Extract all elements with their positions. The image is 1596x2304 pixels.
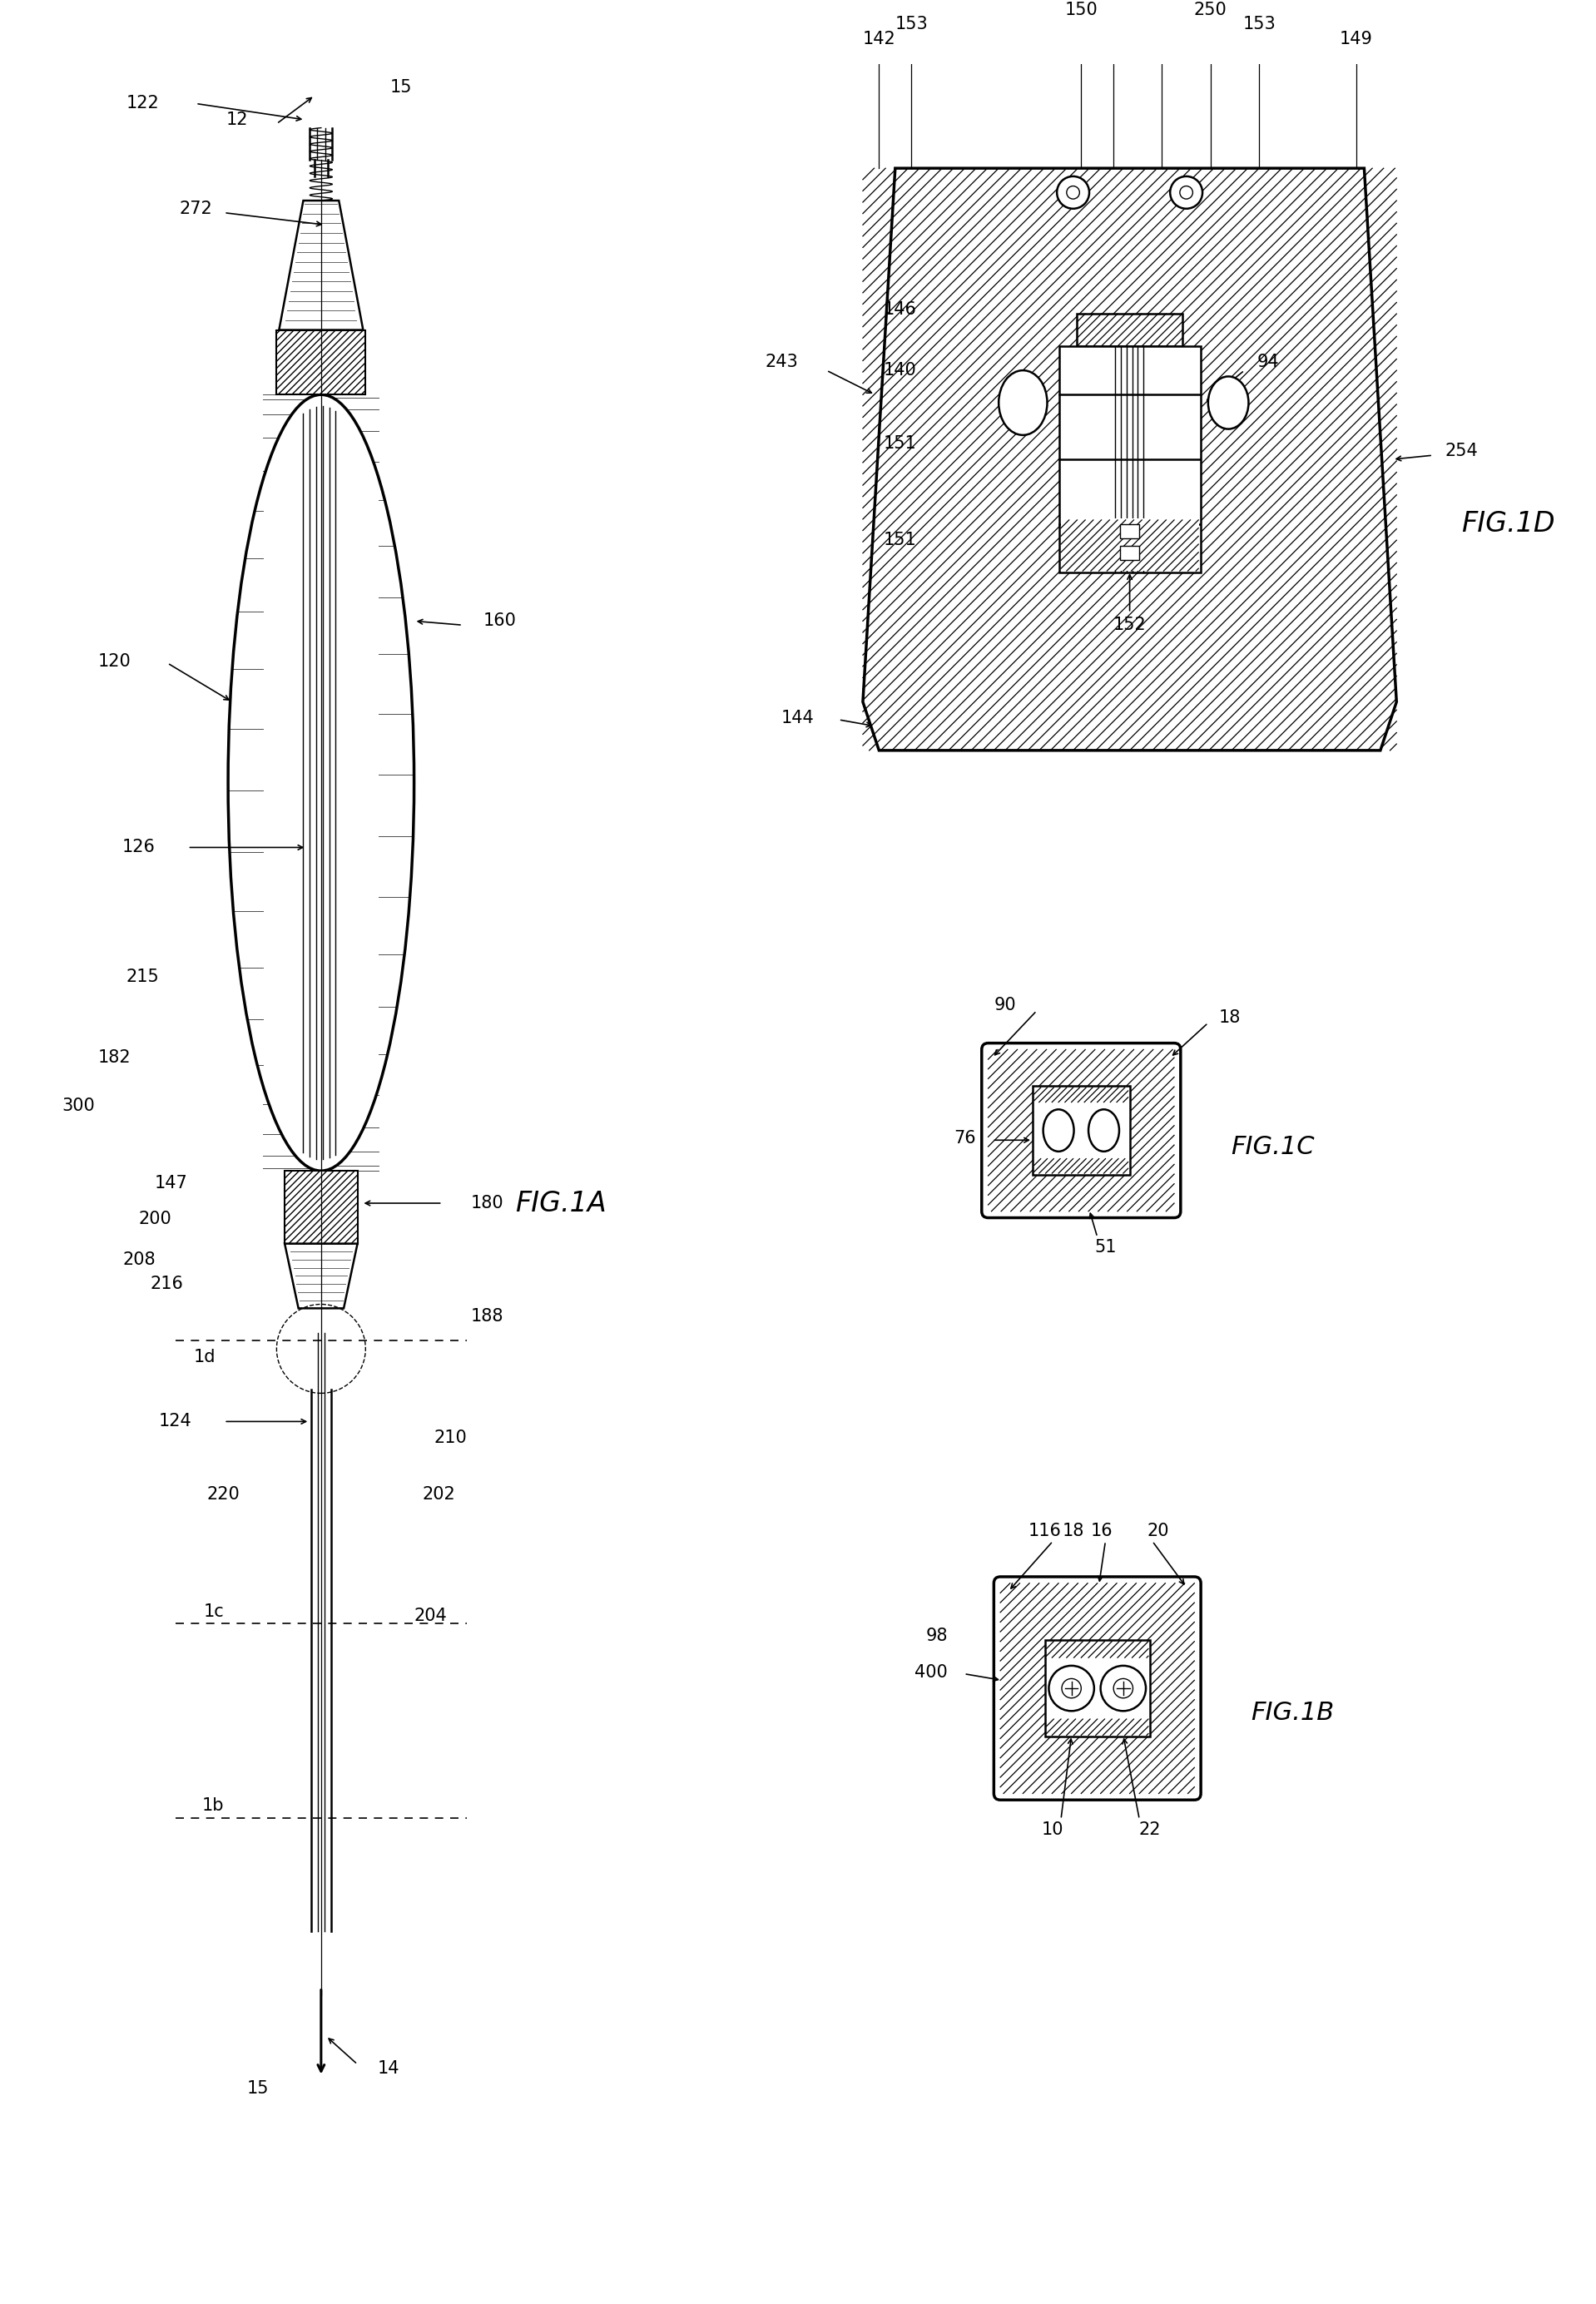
Text: 215: 215 [126, 968, 160, 986]
Ellipse shape [999, 371, 1047, 435]
Text: 140: 140 [883, 362, 916, 378]
Text: 182: 182 [97, 1048, 131, 1067]
Bar [1060, 346, 1200, 571]
Bar [1045, 1640, 1149, 1737]
Text: 300: 300 [62, 1097, 94, 1115]
Text: 208: 208 [123, 1251, 155, 1267]
Text: 76: 76 [954, 1131, 977, 1147]
Text: 150: 150 [1065, 2, 1098, 18]
Text: 152: 152 [1112, 617, 1146, 634]
Text: 151: 151 [883, 435, 916, 452]
Text: 15: 15 [389, 78, 412, 97]
Bar [1061, 518, 1199, 571]
Circle shape [1170, 177, 1202, 210]
Text: FIG.1D: FIG.1D [1462, 509, 1555, 537]
Text: 200: 200 [139, 1212, 171, 1228]
Text: 272: 272 [180, 200, 212, 217]
Circle shape [1114, 1680, 1133, 1698]
Circle shape [1179, 187, 1192, 198]
Text: 151: 151 [883, 532, 916, 548]
Text: 18: 18 [1219, 1009, 1240, 1025]
Bar [1120, 546, 1140, 560]
Bar [1077, 313, 1183, 346]
Text: 204: 204 [413, 1608, 447, 1624]
Text: 16: 16 [1090, 1523, 1112, 1539]
Text: 142: 142 [862, 30, 895, 46]
Text: 148: 148 [1146, 0, 1178, 5]
Text: 10: 10 [1042, 1822, 1065, 1839]
Text: 400: 400 [915, 1663, 948, 1680]
Text: 90: 90 [994, 998, 1017, 1014]
Text: 180: 180 [471, 1196, 504, 1212]
Text: FIG.1A: FIG.1A [516, 1189, 606, 1217]
Bar [284, 1170, 358, 1244]
Text: 160: 160 [484, 613, 516, 629]
Text: 153: 153 [1096, 0, 1130, 5]
Text: 94: 94 [1256, 355, 1278, 371]
Text: 1b: 1b [203, 1797, 223, 1813]
Ellipse shape [228, 394, 413, 1170]
Ellipse shape [1044, 1111, 1074, 1152]
Text: 216: 216 [150, 1276, 184, 1293]
Text: 1c: 1c [203, 1604, 223, 1620]
Ellipse shape [1208, 376, 1248, 429]
Text: 188: 188 [471, 1309, 503, 1325]
Circle shape [1066, 187, 1079, 198]
Text: 153: 153 [895, 16, 927, 32]
Text: 250: 250 [1194, 2, 1227, 18]
Ellipse shape [1088, 1111, 1119, 1152]
Text: 126: 126 [123, 839, 155, 855]
Text: 18: 18 [1061, 1523, 1084, 1539]
Text: 124: 124 [158, 1412, 192, 1431]
Text: 254: 254 [1444, 442, 1478, 458]
Text: 220: 220 [207, 1486, 241, 1502]
Text: FIG.1B: FIG.1B [1251, 1700, 1334, 1726]
Text: 202: 202 [423, 1486, 455, 1502]
Text: 146: 146 [883, 302, 916, 318]
Text: 144: 144 [782, 710, 814, 726]
Circle shape [1057, 177, 1088, 210]
Bar [276, 329, 365, 394]
FancyBboxPatch shape [982, 1044, 1181, 1219]
Text: 20: 20 [1148, 1523, 1168, 1539]
Text: 15: 15 [246, 2081, 268, 2097]
Text: 14: 14 [378, 2060, 399, 2076]
Text: FIG.1C: FIG.1C [1231, 1134, 1315, 1159]
Text: 210: 210 [434, 1428, 468, 1447]
Circle shape [1049, 1666, 1095, 1712]
Text: 12: 12 [227, 111, 249, 129]
Polygon shape [863, 168, 1396, 751]
Bar [1033, 1085, 1130, 1175]
Text: 98: 98 [926, 1627, 948, 1645]
Bar [1120, 523, 1140, 539]
Text: 22: 22 [1140, 1822, 1160, 1839]
Circle shape [1061, 1680, 1080, 1698]
Text: 147: 147 [155, 1175, 188, 1191]
Text: 120: 120 [97, 652, 131, 670]
Text: 51: 51 [1095, 1240, 1117, 1256]
Text: 153: 153 [1243, 16, 1275, 32]
Text: 243: 243 [764, 355, 798, 371]
Text: 122: 122 [126, 94, 160, 113]
Circle shape [1101, 1666, 1146, 1712]
Text: 116: 116 [1028, 1523, 1061, 1539]
FancyBboxPatch shape [994, 1576, 1200, 1799]
Polygon shape [279, 200, 364, 329]
Polygon shape [284, 1244, 358, 1309]
Text: 1d: 1d [193, 1348, 215, 1366]
Text: 149: 149 [1339, 30, 1373, 46]
